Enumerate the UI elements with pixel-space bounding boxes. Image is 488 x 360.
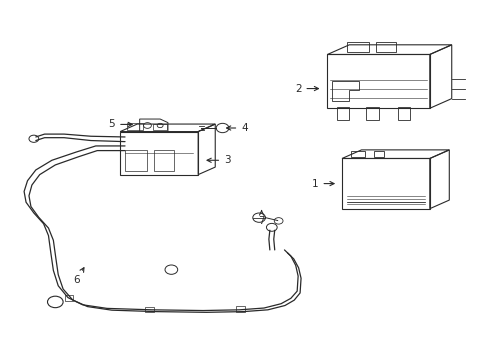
Bar: [366, 107, 378, 120]
Bar: [336, 107, 348, 120]
Text: 2: 2: [294, 84, 318, 94]
Bar: [346, 41, 368, 51]
Text: 4: 4: [226, 123, 247, 133]
Bar: [125, 149, 147, 171]
Text: 5: 5: [108, 120, 132, 129]
Bar: [153, 125, 166, 130]
Bar: [397, 107, 409, 120]
Bar: [373, 150, 384, 157]
Text: 6: 6: [73, 268, 84, 285]
Bar: [375, 41, 395, 51]
Text: 7: 7: [258, 211, 264, 226]
Bar: [145, 307, 154, 312]
Bar: [154, 149, 173, 171]
Text: 1: 1: [311, 179, 333, 189]
Bar: [127, 123, 143, 130]
Text: 3: 3: [206, 155, 230, 165]
Bar: [350, 150, 365, 157]
Bar: [236, 306, 244, 312]
Bar: [64, 295, 73, 301]
